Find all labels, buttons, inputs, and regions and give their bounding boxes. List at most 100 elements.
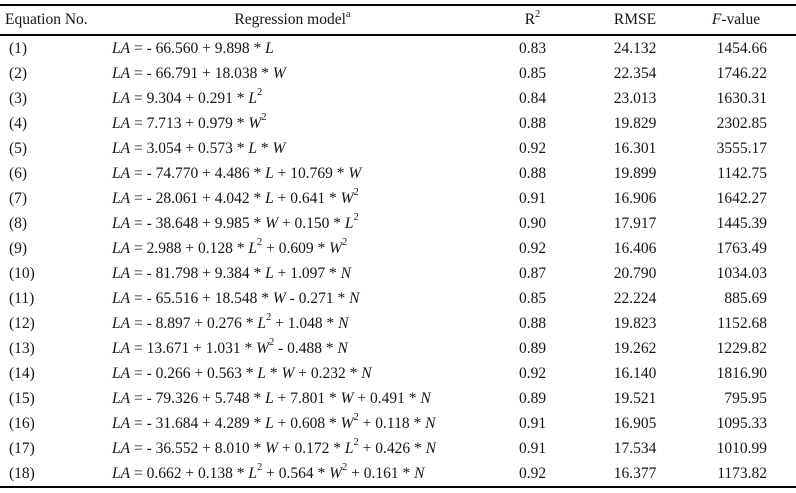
f-value-cell: 1173.82 [717, 464, 767, 482]
table-row: (8) LA = - 38.648 + 9.985 * W + 0.150 * … [0, 211, 796, 236]
model-cell: LA = - 66.560 + 9.898 * L [112, 39, 274, 57]
table-row: (7) LA = - 28.061 + 4.042 * L + 0.641 * … [0, 186, 796, 211]
r2-cell: 0.91 [518, 189, 547, 207]
rmse-cell: 22.354 [613, 64, 657, 82]
r2-cell: 0.91 [518, 439, 547, 457]
rmse-cell: 16.377 [613, 464, 657, 482]
equation-no-cell: (8) [9, 214, 28, 232]
model-cell: LA = - 79.326 + 5.748 * L + 7.801 * W + … [112, 389, 431, 407]
rmse-cell: 19.823 [613, 314, 657, 332]
model-cell: LA = 7.713 + 0.979 * W2 [112, 112, 267, 132]
table-row: (17) LA = - 36.552 + 8.010 * W + 0.172 *… [0, 436, 796, 461]
r2-cell: 0.83 [518, 39, 547, 57]
col-header-regression-model: Regression modela [234, 8, 351, 28]
f-value-cell: 795.95 [724, 389, 767, 407]
table-row: (6) LA = - 74.770 + 4.486 * L + 10.769 *… [0, 161, 796, 186]
f-value-cell: 1034.03 [716, 264, 767, 282]
table-header-row: Equation No. Regression modela R2 RMSE F… [0, 5, 796, 35]
f-value-cell: 1229.82 [716, 339, 767, 357]
r2-cell: 0.90 [518, 214, 547, 232]
equation-no-cell: (7) [9, 189, 28, 207]
model-cell: LA = - 38.648 + 9.985 * W + 0.150 * L2 [112, 212, 359, 232]
f-value-cell: 1010.99 [716, 439, 767, 457]
r2-cell: 0.92 [518, 364, 547, 382]
equation-no-cell: (18) [9, 464, 35, 482]
equation-no-cell: (2) [9, 64, 28, 82]
f-value-cell: 1445.39 [716, 214, 767, 232]
rmse-cell: 20.790 [613, 264, 657, 282]
table-row: (15) LA = - 79.326 + 5.748 * L + 7.801 *… [0, 386, 796, 411]
f-value-cell: 1454.66 [716, 39, 767, 57]
rmse-cell: 17.917 [613, 214, 657, 232]
table-row: (2) LA = - 66.791 + 18.038 * W 0.85 22.3… [0, 61, 796, 86]
table-row: (4) LA = 7.713 + 0.979 * W2 0.88 19.829 … [0, 111, 796, 136]
equation-no-cell: (3) [9, 89, 28, 107]
r2-cell: 0.92 [518, 464, 547, 482]
rmse-cell: 16.140 [613, 364, 657, 382]
rmse-cell: 19.521 [613, 389, 657, 407]
rmse-cell: 19.262 [613, 339, 657, 357]
equation-no-cell: (12) [9, 314, 35, 332]
r2-cell: 0.91 [518, 414, 547, 432]
model-cell: LA = 13.671 + 1.031 * W2 - 0.488 * N [112, 337, 348, 357]
r2-cell: 0.85 [518, 64, 547, 82]
col-header-r-squared: R2 [524, 8, 541, 28]
model-cell: LA = - 31.684 + 4.289 * L + 0.608 * W2 +… [112, 412, 436, 432]
equation-no-cell: (6) [9, 164, 28, 182]
table-row: (5) LA = 3.054 + 0.573 * L * W 0.92 16.3… [0, 136, 796, 161]
col-header-rmse: RMSE [613, 11, 657, 28]
equation-no-cell: (4) [9, 114, 28, 132]
f-value-cell: 1152.68 [717, 314, 767, 332]
regression-model-table: Equation No. Regression modela R2 RMSE F… [0, 4, 796, 488]
f-value-cell: 1642.27 [716, 189, 767, 207]
rmse-cell: 22.224 [613, 289, 657, 307]
table-row: (18) LA = 0.662 + 0.138 * L2 + 0.564 * W… [0, 461, 796, 487]
model-cell: LA = - 36.552 + 8.010 * W + 0.172 * L2 +… [112, 437, 437, 457]
equation-no-cell: (13) [9, 339, 35, 357]
table-row: (14) LA = - 0.266 + 0.563 * L * W + 0.23… [0, 361, 796, 386]
table-row: (1) LA = - 66.560 + 9.898 * L 0.83 24.13… [0, 35, 796, 61]
table-row: (10) LA = - 81.798 + 9.384 * L + 1.097 *… [0, 261, 796, 286]
rmse-cell: 17.534 [613, 439, 657, 457]
equation-no-cell: (17) [9, 439, 35, 457]
f-value-cell: 2302.85 [716, 114, 767, 132]
equation-no-cell: (14) [9, 364, 35, 382]
rmse-cell: 19.829 [613, 114, 657, 132]
table-row: (12) LA = - 8.897 + 0.276 * L2 + 1.048 *… [0, 311, 796, 336]
r2-cell: 0.88 [518, 114, 547, 132]
model-cell: LA = - 0.266 + 0.563 * L * W + 0.232 * N [112, 364, 372, 382]
table-row: (11) LA = - 65.516 + 18.548 * W - 0.271 … [0, 286, 796, 311]
f-value-cell: 885.69 [724, 289, 767, 307]
rmse-cell: 16.906 [613, 189, 657, 207]
equation-no-cell: (16) [9, 414, 35, 432]
f-value-cell: 1142.75 [717, 164, 767, 182]
model-cell: LA = 2.988 + 0.128 * L2 + 0.609 * W2 [112, 237, 348, 257]
rmse-cell: 16.301 [613, 139, 657, 157]
rmse-cell: 24.132 [613, 39, 657, 57]
col-header-equation-no: Equation No. [5, 11, 88, 28]
f-value-cell: 3555.17 [716, 139, 767, 157]
r2-cell: 0.89 [518, 339, 547, 357]
r2-cell: 0.92 [518, 139, 547, 157]
rmse-cell: 23.013 [613, 89, 657, 107]
rmse-cell: 16.406 [613, 239, 657, 257]
model-cell: LA = - 81.798 + 9.384 * L + 1.097 * N [112, 264, 351, 282]
f-value-cell: 1095.33 [716, 414, 767, 432]
r2-cell: 0.85 [518, 289, 547, 307]
model-cell: LA = - 66.791 + 18.038 * W [112, 64, 286, 82]
f-value-cell: 1746.22 [716, 64, 767, 82]
r2-cell: 0.92 [518, 239, 547, 257]
f-value-cell: 1763.49 [716, 239, 767, 257]
equation-no-cell: (1) [9, 39, 28, 57]
table-row: (13) LA = 13.671 + 1.031 * W2 - 0.488 * … [0, 336, 796, 361]
model-cell: LA = - 8.897 + 0.276 * L2 + 1.048 * N [112, 312, 349, 332]
f-value-cell: 1816.90 [716, 364, 767, 382]
rmse-cell: 19.899 [613, 164, 657, 182]
equation-no-cell: (15) [9, 389, 35, 407]
table-row: (16) LA = - 31.684 + 4.289 * L + 0.608 *… [0, 411, 796, 436]
table-row: (3) LA = 9.304 + 0.291 * L2 0.84 23.013 … [0, 86, 796, 111]
r2-cell: 0.89 [518, 389, 547, 407]
r2-cell: 0.88 [518, 164, 547, 182]
model-cell: LA = - 28.061 + 4.042 * L + 0.641 * W2 [112, 187, 359, 207]
